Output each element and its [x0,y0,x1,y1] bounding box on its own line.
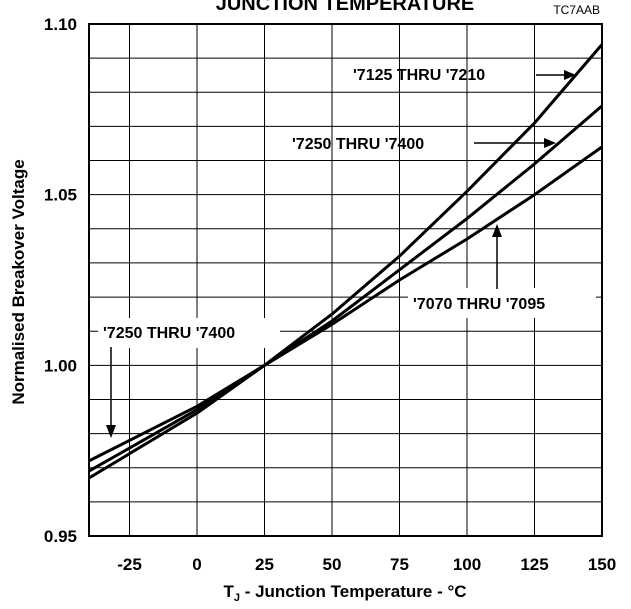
y-axis-label: Normalised Breakover Voltage [9,159,28,404]
x-tick-label: 125 [520,555,548,574]
tick-labels: -25 0 25 50 75 100 125 150 0.95 1.00 1.05 1.10 [44,15,616,574]
annotation-7250-7400-upper: '7250 THRU '7400 [292,136,556,153]
annotation-label-7250-7400-upper: '7250 THRU '7400 [292,136,424,153]
x-axis-label-subscript: J [234,592,240,604]
grid [89,24,602,536]
annotation-arrow-head [492,224,502,237]
x-tick-label: -25 [117,555,142,574]
x-tick-label: 25 [255,555,274,574]
series-line-3 [88,145,603,463]
annotation-arrow-head [544,138,556,148]
x-tick-label: 150 [588,555,616,574]
series-line-2 [88,104,603,473]
figure-code: TC7AAB [553,3,600,17]
annotation-7250-7400-lower: '7250 THRU '7400 [98,318,280,438]
y-tick-label: 0.95 [44,527,77,546]
annotation-7070-7095: '7070 THRU '7095 [408,224,596,318]
x-tick-label: 0 [192,555,201,574]
series-line-1 [88,43,604,480]
x-tick-label: 100 [453,555,481,574]
annotation-label-7125-7210: '7125 THRU '7210 [353,67,485,84]
annotation-label-7070-7095: '7070 THRU '7095 [413,296,545,313]
x-axis-label: TJ - Junction Temperature - °C [223,582,466,604]
annotation-arrow-head [106,425,116,438]
annotation-label-bg [98,318,280,348]
x-tick-label: 75 [390,555,409,574]
annotation-arrow-head [564,70,576,80]
series-lines [88,43,604,480]
plot-frame [88,23,603,537]
annotation-label-bg [408,288,596,318]
chart-title: JUNCTION TEMPERATURE [216,0,475,15]
x-axis-label-rest: - Junction Temperature - °C [240,582,467,601]
x-tick-label: 50 [323,555,342,574]
annotation-7125-7210: '7125 THRU '7210 [353,67,576,84]
y-tick-label: 1.10 [44,15,77,34]
y-tick-label: 1.00 [44,356,77,375]
annotation-label-7250-7400-lower: '7250 THRU '7400 [103,325,235,342]
y-tick-label: 1.05 [44,186,77,205]
x-axis-label-prefix: T [223,582,234,601]
